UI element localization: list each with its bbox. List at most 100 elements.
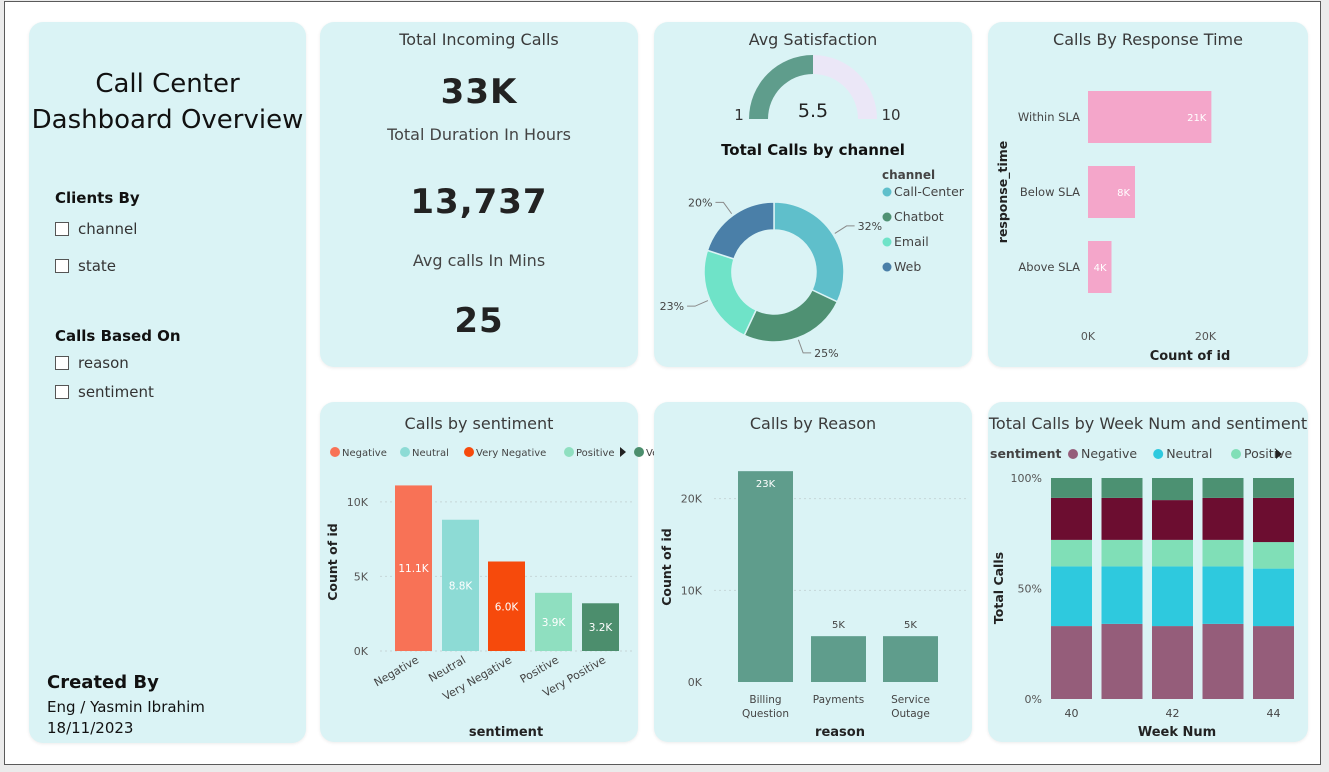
weekly-stack-segment [1202,566,1244,624]
reason-bar [883,636,938,682]
weekly-stack-segment [1253,626,1294,699]
checkbox-icon[interactable] [55,385,69,399]
gauge-max-label: 10 [881,106,900,124]
sentiment-bar [582,603,619,651]
donut-slice-web [706,201,775,260]
weekly-stack-segment [1101,623,1143,699]
filter-state[interactable]: state [55,257,116,275]
avg-calls-value: 25 [454,301,504,341]
checkbox-icon[interactable] [55,259,69,273]
weekly-y-tick: 50% [1018,583,1042,596]
satisfaction-gauge: 5.5 1 10 [734,55,901,124]
gauge-value-label: 5.5 [798,100,828,122]
weekly-stack-segment [1051,566,1092,627]
created-date: 18/11/2023 [47,719,134,737]
legend-label-call-center: Call-Center [894,184,965,199]
total-calls-value: 33K [440,72,518,112]
checkbox-icon[interactable] [55,222,69,236]
gauge-title: Avg Satisfaction [748,30,878,49]
weekly-stack-segment [1202,623,1244,699]
dashboard-title-line1: Call Center [95,69,240,99]
legend-marker-call-center [882,187,892,197]
sentiment-legend-label: Positive [576,448,615,459]
legend-marker-web [882,262,892,272]
legend-next-arrow-icon [1276,449,1282,459]
reason-data-label: 5K [832,620,845,631]
weekly-legend-marker [1068,449,1078,459]
donut-leader-line [687,300,709,307]
sentiment-legend-marker [634,447,644,457]
weekly-legend-marker [1231,449,1241,459]
reason-chart-title: Calls by Reason [749,414,877,433]
weekly-x-tick: 42 [1166,707,1180,720]
donut-data-label: 25% [814,347,838,360]
weekly-stack-segment [1253,478,1294,498]
reason-chart: 0K 10K 20K 23K Billing Question 5K Payments 5K Se… [659,471,966,740]
sentiment-data-label: 6.0K [495,601,520,613]
filter-reason[interactable]: reason [55,354,129,372]
weekly-stack-segment [1152,478,1193,501]
response-category-label: Above SLA [1018,260,1080,274]
dashboard-canvas: Call Center Dashboard Overview Clients B… [4,1,1321,765]
weekly-legend-title: sentiment [990,446,1061,461]
channel-donut-chart: 32% 25% 23% 20% channel Call-Center Chatbot Ema… [660,168,965,360]
response-x-tick: 0K [1081,330,1096,343]
weekly-stack-segment [1152,626,1193,699]
reason-y-tick: 0K [688,676,703,689]
created-by-heading: Created By [47,672,159,693]
response-data-label: 21K [1187,113,1207,124]
sentiment-legend-label: Negative [342,448,387,459]
weekly-x-tick: 40 [1065,707,1079,720]
sentiment-legend-label: Neutral [412,448,449,459]
response-chart-title: Calls By Response Time [1053,30,1243,49]
author: Eng / Yasmin Ibrahim [47,698,205,716]
gauge-min-label: 1 [734,106,744,124]
weekly-sentiment-chart: sentiment Negative Neutral Positive 0% 50% 100… [990,446,1294,740]
sentiment-data-label: 3.2K [589,622,614,634]
legend-marker-email [882,237,892,247]
filter-sentiment-label: sentiment [78,383,154,401]
sentiment-bar [535,592,572,651]
reason-y-tick: 10K [681,584,703,597]
filter-channel[interactable]: channel [55,220,137,238]
donut-leader-line [834,225,855,234]
legend-label-web: Web [894,259,921,274]
weekly-x-axis-label: Week Num [1138,725,1216,740]
reason-y-axis-label: Count of id [659,528,674,606]
weekly-legend-label: Neutral [1166,446,1212,461]
donut-slice-chatbot [743,288,839,343]
reason-x-tick: Payments [813,694,864,706]
gauge-fill [749,55,813,119]
response-category-label: Within SLA [1018,110,1080,124]
sentiment-y-tick: 5K [354,570,369,583]
weekly-y-tick: 0% [1025,693,1042,706]
weekly-stack-segment [1253,497,1294,543]
reason-data-label: 23K [756,479,776,490]
donut-leader-line [715,201,733,215]
filter-panel: Call Center Dashboard Overview Clients B… [29,22,306,743]
weekly-stack-segment [1152,566,1193,627]
sentiment-y-axis-label: Count of id [325,523,340,601]
dashboard-title-line2: Dashboard Overview [31,105,304,135]
kpi-card: Total Incoming Calls 33K Total Duration … [320,22,638,367]
sentiment-x-tick: Negative [372,653,421,689]
weekly-stack-segment [1051,626,1092,699]
donut-data-label: 32% [858,220,882,233]
duration-value: 13,737 [410,182,548,222]
weekly-y-tick: 100% [1011,472,1042,485]
reason-x-tick: Billing [749,694,781,706]
weekly-stack-segment [1253,568,1294,627]
sentiment-y-tick: 0K [354,645,369,658]
sentiment-x-axis-label: sentiment [469,725,543,740]
weekly-stack-segment [1152,539,1193,567]
donut-data-label: 20% [688,196,712,209]
checkbox-icon[interactable] [55,356,69,370]
filter-sentiment[interactable]: sentiment [55,383,154,401]
sentiment-legend-marker [400,447,410,457]
donut-slice-email [703,249,758,337]
channel-chart-title: Total Calls by channel [721,141,905,159]
sentiment-bar [442,519,479,651]
calls-based-on-heading: Calls Based On [55,327,181,345]
legend-marker-chatbot [882,212,892,222]
reason-bar [811,636,866,682]
